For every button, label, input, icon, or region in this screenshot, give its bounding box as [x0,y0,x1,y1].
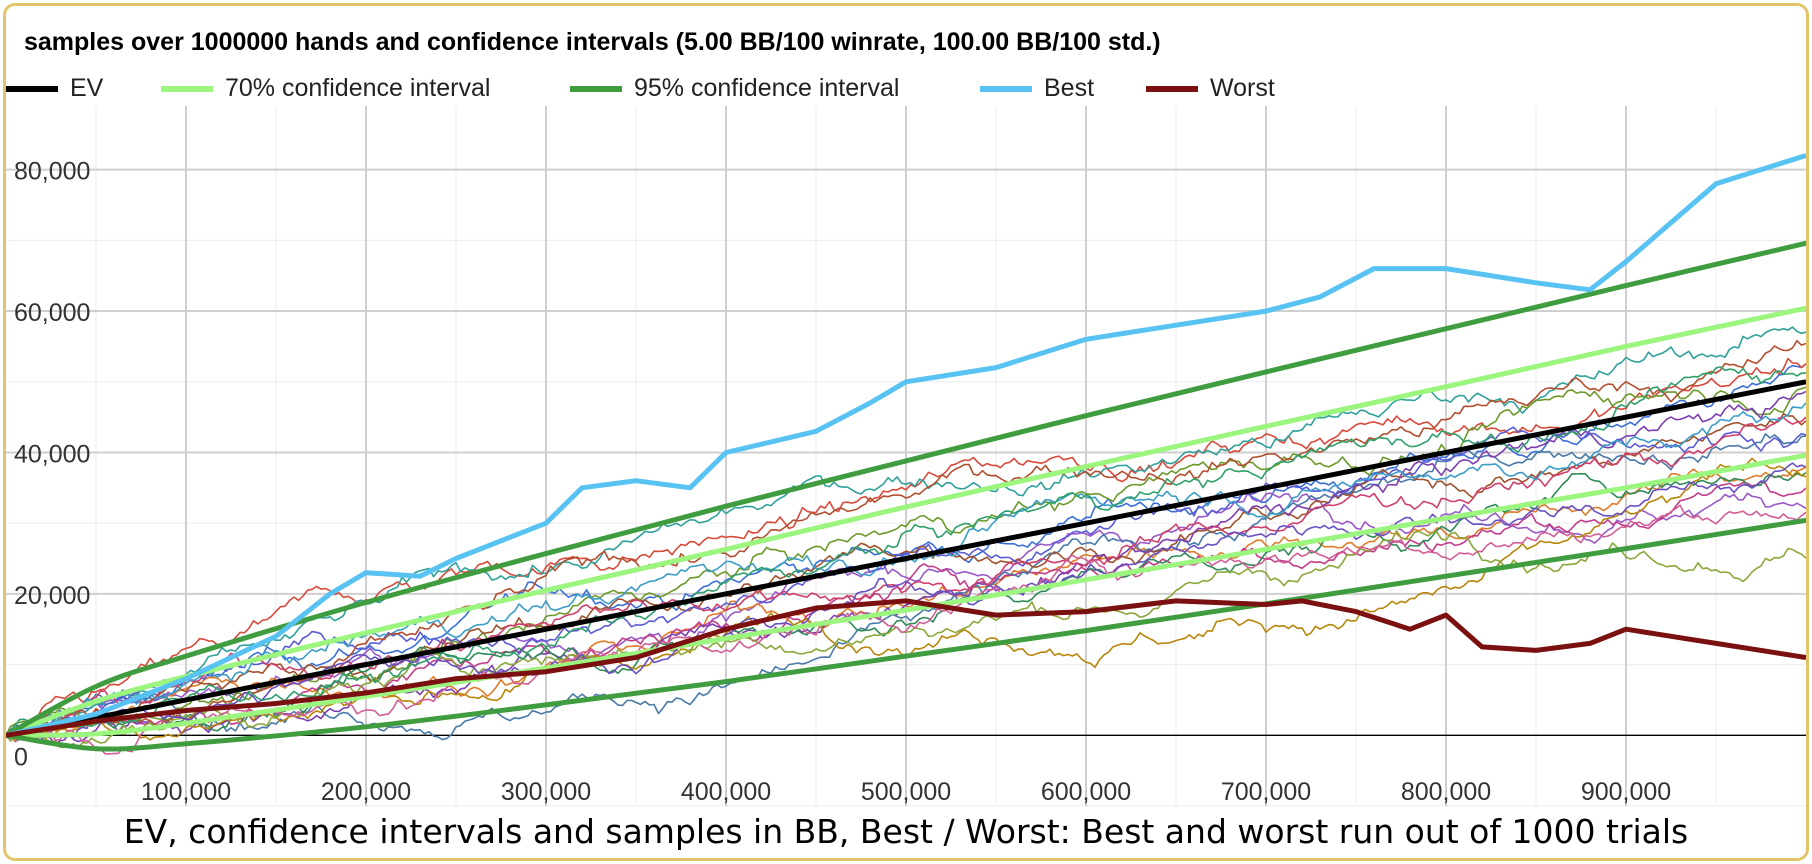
ev-layer [6,379,1806,738]
legend-label-ev: EV [70,74,104,102]
legend-swatch-ci70 [161,85,213,92]
ci70-lower-line [6,452,1806,738]
sample-run-line [6,413,1806,738]
ci70-upper-line [6,305,1806,738]
chart-plot: 100,000 200,000 300,000 400,000 500,000 600,0… [6,106,1806,807]
legend-label-worst: Worst [1210,74,1275,102]
x-tick-label: 900,000 [1581,778,1671,806]
legend-item-worst: Worst [1146,74,1275,103]
sample-run-line [6,433,1806,741]
sample-run-line [6,416,1806,737]
x-tick-label: 300,000 [501,778,591,806]
sample-run-line [6,426,1806,736]
x-tick-label: 800,000 [1401,778,1491,806]
y-tick-label: 80,000 [14,158,90,186]
ci95-upper-line [6,240,1806,738]
sample-run-line [6,366,1806,736]
sample-run-line [6,472,1806,736]
best-worst-layer [6,153,1806,738]
legend-swatch-best [980,85,1032,92]
major-gridlines [6,106,1806,806]
legend-item-ci95: 95% confidence interval [570,74,899,103]
ci95-lower-line [6,517,1806,752]
legend-item-ci70: 70% confidence interval [161,74,490,103]
legend-label-best: Best [1044,74,1095,102]
legend-label-ci95: 95% confidence interval [634,74,900,102]
best-run-line [6,153,1806,738]
confidence-bands [6,240,1806,752]
y-tick-label: 60,000 [14,299,90,327]
x-tick-labels: 100,000 200,000 300,000 400,000 500,000 600,0… [141,778,1671,806]
x-tick-label: 200,000 [321,778,411,806]
x-tick-label: 400,000 [681,778,771,806]
x-tick-label: 100,000 [141,778,231,806]
chart-frame: 100,000 200,000 300,000 400,000 500,000 600,0… [3,3,1809,861]
y-tick-label: 20,000 [14,582,90,610]
ev-line [6,379,1806,738]
chart-title: samples over 1000000 hands and confidenc… [24,28,1161,56]
legend-label-ci70: 70% confidence interval [225,74,491,102]
worst-run-line [6,598,1806,738]
sample-run-line [6,466,1806,744]
sample-run-line [6,390,1806,746]
legend-item-ev: EV [6,74,103,103]
chart-caption: EV, confidence intervals and samples in … [123,812,1689,851]
y-tick-labels: 0 20,000 40,000 60,000 80,000 [14,158,90,772]
x-tick-label: 500,000 [861,778,951,806]
x-tick-label: 700,000 [1221,778,1311,806]
legend-swatch-ci95 [570,85,622,92]
x-tick-label: 600,000 [1041,778,1131,806]
legend-swatch-worst [1146,85,1198,92]
sample-run-line [6,402,1806,736]
chart-legend: EV 70% confidence interval 95% confidenc… [6,74,1806,104]
sample-run-line [6,504,1806,755]
sample-run-line [6,481,1806,736]
legend-swatch-ev [6,85,58,92]
y-tick-label: 0 [14,743,28,771]
legend-item-best: Best [980,74,1094,103]
sample-run-line [6,462,1806,740]
y-tick-label: 40,000 [14,440,90,468]
